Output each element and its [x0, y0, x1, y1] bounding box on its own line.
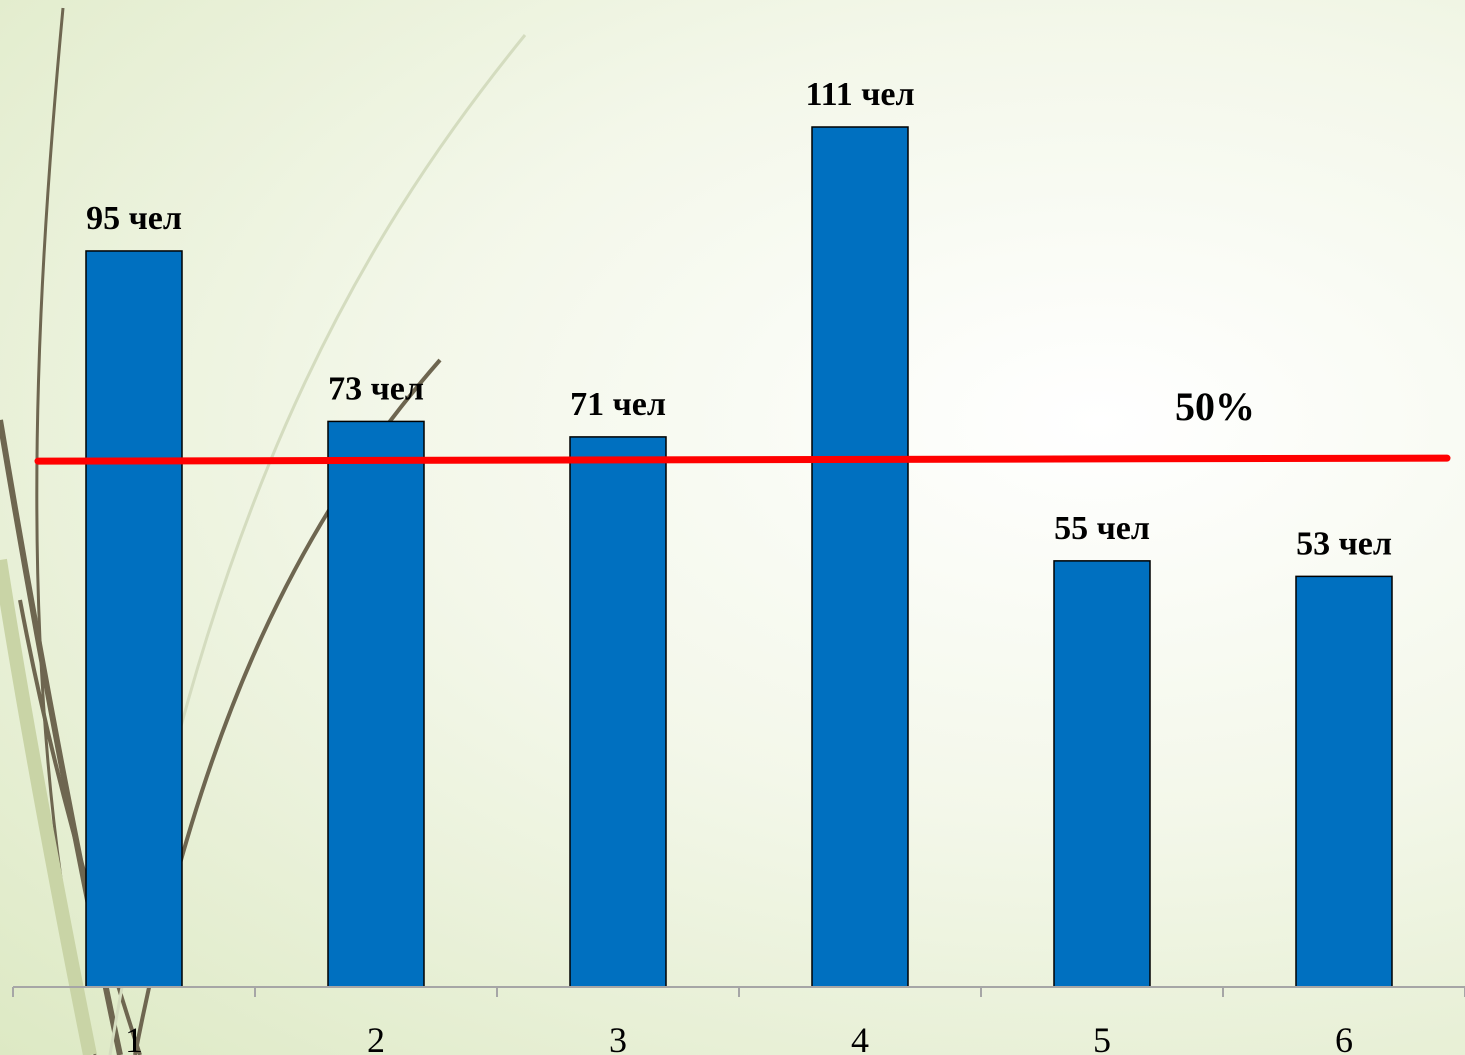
bar-4	[811, 126, 909, 988]
reference-line	[34, 454, 1451, 465]
bar-2	[327, 420, 425, 988]
bar-group	[85, 126, 1393, 988]
data-label-5: 55 чел	[1054, 510, 1150, 547]
x-axis	[12, 986, 1465, 997]
reference-line-label: 50%	[1175, 384, 1255, 429]
x-tick-label-3: 3	[609, 1020, 627, 1055]
x-tick-labels: 1 2 3 4 5 6	[125, 1020, 1353, 1055]
x-tick-label-4: 4	[851, 1020, 869, 1055]
data-label-6: 53 чел	[1296, 525, 1392, 562]
x-tick-label-1: 1	[125, 1020, 143, 1055]
data-label-2: 73 чел	[328, 370, 424, 407]
x-tick-label-6: 6	[1335, 1020, 1353, 1055]
bar-1	[85, 250, 183, 988]
bar-3	[569, 436, 667, 988]
data-label-1: 95 чел	[86, 200, 182, 237]
bar-5	[1053, 560, 1151, 988]
data-label-3: 71 чел	[570, 386, 666, 423]
data-labels: 95 чел 73 чел 71 чел 111 чел 55 чел 53 чел	[86, 76, 1392, 562]
background-decoration	[0, 7, 527, 1055]
bar-6	[1295, 575, 1393, 988]
x-tick-label-5: 5	[1093, 1020, 1111, 1055]
data-label-4: 111 чел	[805, 76, 914, 113]
x-tick-label-2: 2	[367, 1020, 385, 1055]
